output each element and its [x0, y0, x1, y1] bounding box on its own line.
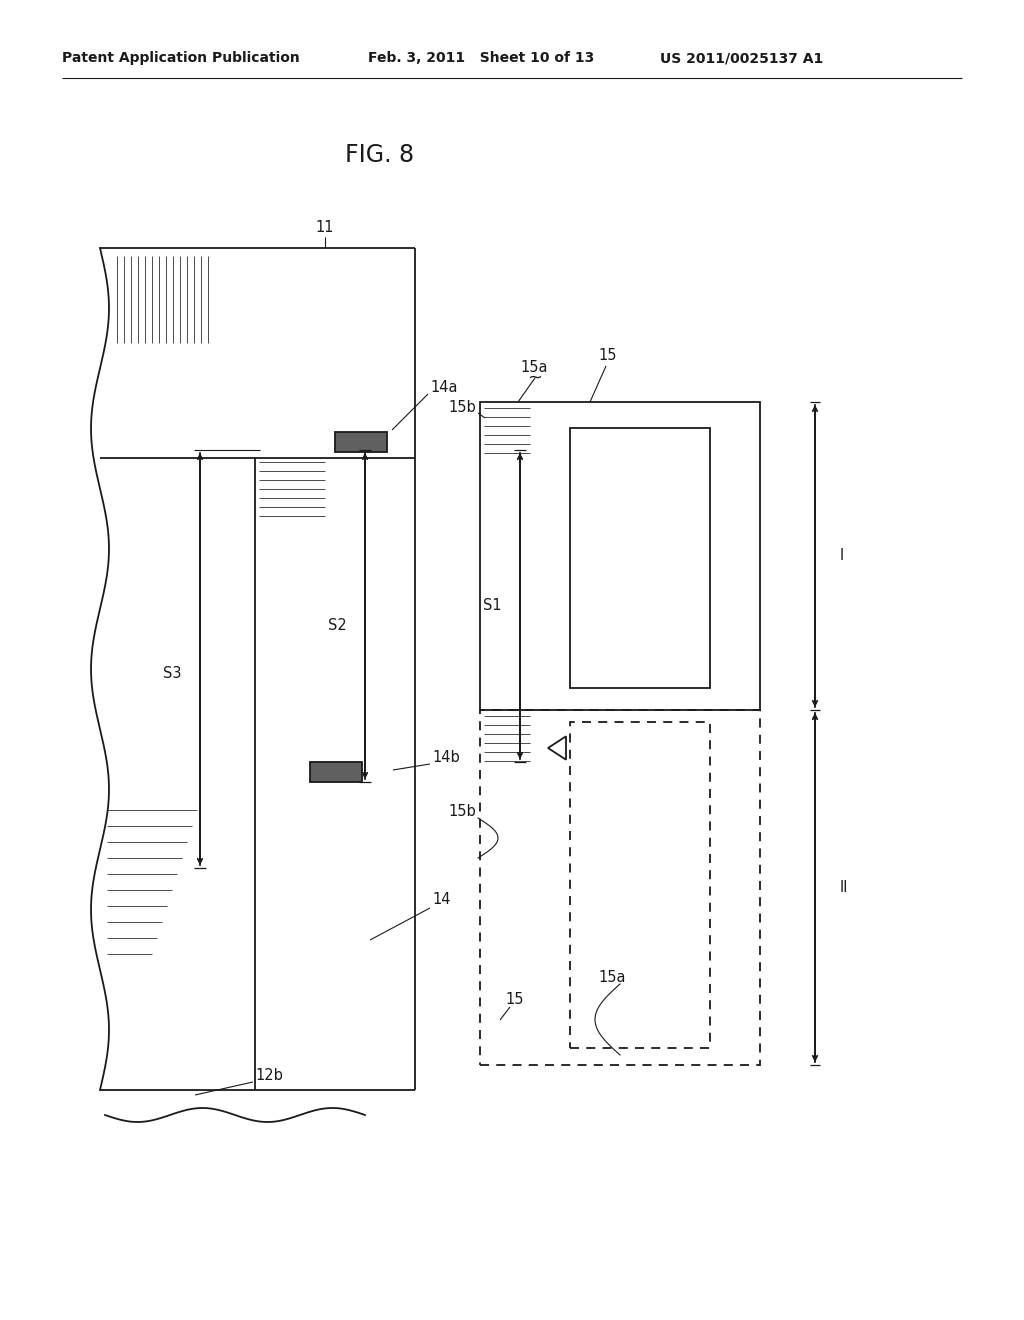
- Text: 15: 15: [598, 348, 616, 363]
- Text: 15a: 15a: [520, 360, 548, 375]
- Text: 15b: 15b: [449, 400, 476, 416]
- Text: 15a: 15a: [598, 970, 626, 986]
- Bar: [480, 710, 760, 1065]
- Text: 15: 15: [505, 993, 523, 1007]
- Text: 11: 11: [315, 220, 334, 235]
- Text: ~: ~: [527, 370, 543, 387]
- Bar: [480, 403, 760, 710]
- Text: US 2011/0025137 A1: US 2011/0025137 A1: [660, 51, 823, 65]
- Bar: [310, 762, 362, 781]
- Text: S2: S2: [329, 619, 347, 634]
- Text: 12b: 12b: [255, 1068, 283, 1082]
- Text: 14a: 14a: [430, 380, 458, 396]
- Text: Patent Application Publication: Patent Application Publication: [62, 51, 300, 65]
- Text: S1: S1: [483, 598, 502, 614]
- Text: S3: S3: [164, 667, 182, 681]
- Text: FIG. 8: FIG. 8: [345, 143, 415, 168]
- Text: II: II: [840, 879, 849, 895]
- Bar: [570, 722, 710, 1048]
- Text: I: I: [840, 549, 844, 564]
- Text: 14b: 14b: [432, 751, 460, 766]
- Text: 14: 14: [432, 892, 451, 908]
- Text: Feb. 3, 2011   Sheet 10 of 13: Feb. 3, 2011 Sheet 10 of 13: [368, 51, 594, 65]
- Text: 15b: 15b: [449, 804, 476, 820]
- Bar: [335, 432, 387, 451]
- Bar: [570, 428, 710, 688]
